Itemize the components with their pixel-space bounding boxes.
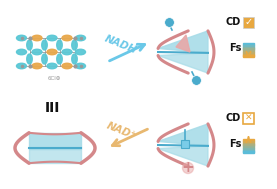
FancyBboxPatch shape xyxy=(243,16,254,28)
Ellipse shape xyxy=(76,35,86,41)
Polygon shape xyxy=(29,149,81,163)
Polygon shape xyxy=(158,146,208,166)
Text: 6Cl⊕: 6Cl⊕ xyxy=(47,76,61,81)
Polygon shape xyxy=(243,144,254,146)
Circle shape xyxy=(183,163,194,174)
FancyBboxPatch shape xyxy=(181,140,189,148)
Ellipse shape xyxy=(17,63,27,69)
Text: +: + xyxy=(182,160,194,176)
Polygon shape xyxy=(243,141,254,143)
Polygon shape xyxy=(243,52,254,54)
Polygon shape xyxy=(243,46,254,49)
Polygon shape xyxy=(243,139,254,141)
Polygon shape xyxy=(243,55,254,57)
Ellipse shape xyxy=(62,63,72,69)
Polygon shape xyxy=(243,50,254,52)
Ellipse shape xyxy=(47,49,57,55)
Polygon shape xyxy=(243,45,254,47)
Ellipse shape xyxy=(17,49,27,55)
Ellipse shape xyxy=(32,35,42,41)
Ellipse shape xyxy=(57,54,62,64)
Ellipse shape xyxy=(32,63,42,69)
Polygon shape xyxy=(158,124,208,146)
Ellipse shape xyxy=(72,40,77,50)
FancyBboxPatch shape xyxy=(243,112,254,123)
Ellipse shape xyxy=(72,54,77,64)
Polygon shape xyxy=(176,35,190,52)
Ellipse shape xyxy=(27,54,32,64)
Text: CD: CD xyxy=(226,113,241,123)
Ellipse shape xyxy=(62,49,72,55)
Text: ✕: ✕ xyxy=(245,114,252,122)
Polygon shape xyxy=(243,148,254,150)
Ellipse shape xyxy=(42,54,47,64)
Ellipse shape xyxy=(27,40,32,50)
Ellipse shape xyxy=(47,63,57,69)
Text: ✓: ✓ xyxy=(244,17,253,27)
Polygon shape xyxy=(243,149,254,152)
Ellipse shape xyxy=(47,35,57,41)
Polygon shape xyxy=(29,133,81,149)
Polygon shape xyxy=(243,151,254,153)
Text: III: III xyxy=(44,101,60,115)
Text: Fs: Fs xyxy=(229,139,241,149)
Polygon shape xyxy=(158,53,208,73)
Polygon shape xyxy=(243,48,254,50)
Ellipse shape xyxy=(42,40,47,50)
Polygon shape xyxy=(243,43,254,45)
Polygon shape xyxy=(243,146,254,148)
Ellipse shape xyxy=(32,49,42,55)
Text: NAD⁺: NAD⁺ xyxy=(105,121,137,141)
Polygon shape xyxy=(158,31,208,53)
Polygon shape xyxy=(243,143,254,145)
Ellipse shape xyxy=(76,63,86,69)
Text: NADH: NADH xyxy=(103,34,138,56)
Polygon shape xyxy=(243,53,254,56)
Ellipse shape xyxy=(62,35,72,41)
Ellipse shape xyxy=(76,49,86,55)
Text: CD: CD xyxy=(226,17,241,27)
Ellipse shape xyxy=(17,35,27,41)
Ellipse shape xyxy=(57,40,62,50)
Text: Fs: Fs xyxy=(229,43,241,53)
